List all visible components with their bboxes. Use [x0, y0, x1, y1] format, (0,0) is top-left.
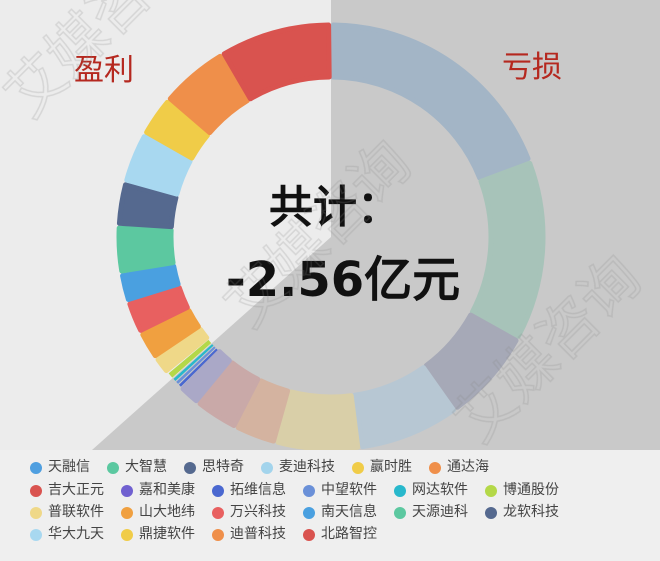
legend-row: 华大九天 鼎捷软件 迪普科技 北路智控: [30, 526, 394, 543]
legend-item: 赢时胜: [352, 459, 412, 476]
legend-swatch: [121, 506, 133, 519]
legend-label: 思特奇: [202, 459, 244, 475]
legend-label: 万兴科技: [230, 504, 286, 520]
legend-swatch: [303, 506, 315, 519]
legend-row: 吉大正元 嘉和美康 拓维信息 中望软件 网达软件 博通股份: [30, 482, 576, 499]
legend-swatch: [303, 484, 315, 497]
donut-segment-嘉和美康: [180, 349, 232, 404]
donut-segment-北路智控: [221, 22, 332, 102]
legend-item: 北路智控: [303, 526, 377, 543]
legend-swatch: [394, 506, 406, 519]
legend-label: 拓维信息: [230, 482, 286, 498]
legend-label: 龙软科技: [503, 504, 559, 520]
donut-segment-中望软件: [176, 346, 216, 384]
donut-segment-赢时胜: [275, 389, 361, 450]
donut-segment-山大地纬: [140, 308, 201, 359]
donut-segment-大智慧: [469, 160, 546, 339]
donut-segment-普联软件: [155, 327, 210, 374]
legend-label: 山大地纬: [139, 504, 195, 520]
legend-swatch: [121, 484, 133, 497]
donut-segment-天融信: [330, 22, 531, 181]
legend-row: 普联软件 山大地纬 万兴科技 南天信息 天源迪科 龙软科技: [30, 504, 576, 521]
legend-label: 鼎捷软件: [139, 526, 195, 542]
loss-label: 亏损: [502, 50, 562, 85]
legend-label: 北路智控: [321, 526, 377, 542]
legend-row: 天融信 大智慧 思特奇 麦迪科技 赢时胜 通达海: [30, 459, 506, 476]
legend-label: 网达软件: [412, 482, 468, 498]
donut-segment-通达海: [235, 378, 291, 444]
donut-segment-思特奇: [423, 312, 519, 410]
legend-swatch: [352, 461, 364, 474]
legend-swatch: [121, 528, 133, 541]
legend-label: 嘉和美康: [139, 482, 195, 498]
legend-item: 鼎捷软件: [121, 526, 195, 543]
legend-item: 龙软科技: [485, 504, 559, 521]
legend-item: 万兴科技: [212, 504, 286, 521]
legend-label: 迪普科技: [230, 526, 286, 542]
donut-segment-万兴科技: [127, 285, 190, 333]
legend-swatch: [212, 528, 224, 541]
donut-segment-博通股份: [168, 339, 212, 378]
donut-segment-龙软科技: [116, 182, 179, 230]
legend-item: 山大地纬: [121, 504, 195, 521]
donut-segment-吉大正元: [197, 360, 261, 428]
legend-swatch: [30, 528, 42, 541]
donut-segment-麦迪科技: [352, 365, 456, 450]
legend-item: 通达海: [429, 459, 489, 476]
legend-item: 思特奇: [184, 459, 244, 476]
legend-item: 博通股份: [485, 482, 559, 499]
center-label: 共计：: [269, 182, 401, 233]
legend-label: 通达海: [447, 459, 489, 475]
legend-item: 华大九天: [30, 526, 104, 543]
legend-item: 普联软件: [30, 504, 104, 521]
legend-swatch: [30, 506, 42, 519]
legend-item: 南天信息: [303, 504, 377, 521]
legend-item: 大智慧: [107, 459, 167, 476]
legend-item: 嘉和美康: [121, 482, 195, 499]
legend-item: 吉大正元: [30, 482, 104, 499]
legend-label: 博通股份: [503, 482, 559, 498]
legend-label: 麦迪科技: [279, 459, 335, 475]
legend-swatch: [485, 484, 497, 497]
profit-label: 盈利: [74, 53, 134, 88]
legend-swatch: [261, 461, 273, 474]
donut-segment-华大九天: [124, 134, 193, 197]
donut-chart: 盈利 亏损 共计： -2.56亿元 艾媒咨询 艾媒咨询 艾媒咨询: [0, 0, 660, 450]
legend-label: 中望软件: [321, 482, 377, 498]
donut-segment-拓维信息: [178, 348, 218, 387]
legend-item: 麦迪科技: [261, 459, 335, 476]
legend-swatch: [30, 484, 42, 497]
legend-label: 大智慧: [125, 459, 167, 475]
legend-swatch: [184, 461, 196, 474]
center-value: -2.56亿元: [226, 252, 460, 308]
legend-label: 吉大正元: [48, 482, 104, 498]
legend-item: 天融信: [30, 459, 90, 476]
legend-swatch: [212, 506, 224, 519]
legend-label: 南天信息: [321, 504, 377, 520]
legend-label: 天融信: [48, 459, 90, 475]
legend-swatch: [30, 461, 42, 474]
legend-swatch: [429, 461, 441, 474]
donut-segment-南天信息: [120, 263, 181, 302]
legend-item: 网达软件: [394, 482, 468, 499]
legend-swatch: [485, 506, 497, 519]
legend-label: 赢时胜: [370, 459, 412, 475]
legend-swatch: [212, 484, 224, 497]
legend-item: 拓维信息: [212, 482, 286, 499]
donut-segment-天源迪科: [116, 225, 176, 274]
legend-swatch: [107, 461, 119, 474]
donut-segment-网达软件: [173, 344, 214, 381]
legend-item: 天源迪科: [394, 504, 468, 521]
legend-swatch: [303, 528, 315, 541]
legend-swatch: [394, 484, 406, 497]
legend-label: 天源迪科: [412, 504, 468, 520]
legend-item: 迪普科技: [212, 526, 286, 543]
legend-label: 华大九天: [48, 526, 104, 542]
donut-segment-迪普科技: [167, 53, 250, 136]
legend: 天融信 大智慧 思特奇 麦迪科技 赢时胜 通达海吉大正元 嘉和美康 拓维信息 中望软件 网达软件 博…: [0, 450, 660, 561]
donut-segment-鼎捷软件: [144, 99, 210, 161]
legend-item: 中望软件: [303, 482, 377, 499]
legend-label: 普联软件: [48, 504, 104, 520]
